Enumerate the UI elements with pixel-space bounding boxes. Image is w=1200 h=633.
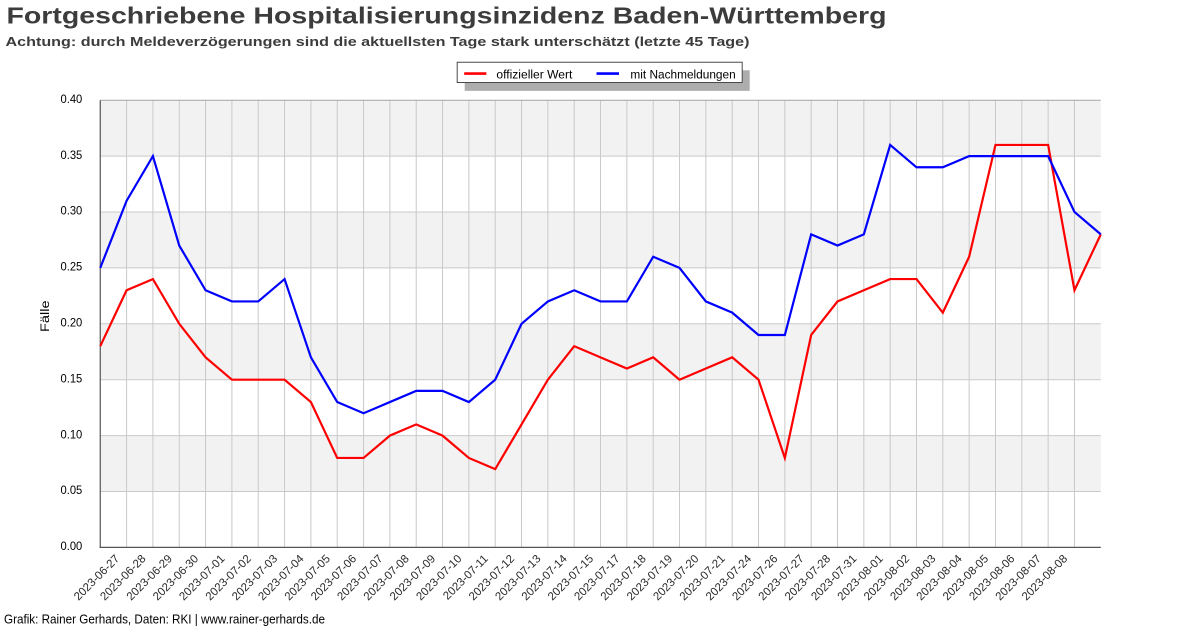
svg-text:0.05: 0.05 bbox=[61, 484, 83, 497]
svg-text:Fälle: Fälle bbox=[38, 300, 52, 332]
svg-text:0.25: 0.25 bbox=[61, 261, 83, 274]
svg-text:0.20: 0.20 bbox=[61, 317, 83, 330]
svg-text:0.40: 0.40 bbox=[61, 93, 83, 106]
svg-text:0.35: 0.35 bbox=[61, 149, 83, 162]
svg-text:0.30: 0.30 bbox=[61, 205, 83, 218]
svg-text:mit Nachmeldungen: mit Nachmeldungen bbox=[630, 68, 735, 82]
svg-text:0.00: 0.00 bbox=[61, 540, 83, 553]
svg-text:Grafik: Rainer Gerhards, Daten: Grafik: Rainer Gerhards, Daten: RKI | ww… bbox=[4, 613, 325, 627]
svg-text:Fortgeschriebene Hospitalisier: Fortgeschriebene Hospitalisierungsinzide… bbox=[7, 3, 887, 29]
svg-text:Achtung: durch Meldeverzögerun: Achtung: durch Meldeverzögerungen sind d… bbox=[6, 34, 750, 49]
svg-text:0.15: 0.15 bbox=[61, 372, 83, 385]
svg-text:0.10: 0.10 bbox=[61, 428, 83, 441]
svg-text:offizieller Wert: offizieller Wert bbox=[496, 68, 573, 82]
